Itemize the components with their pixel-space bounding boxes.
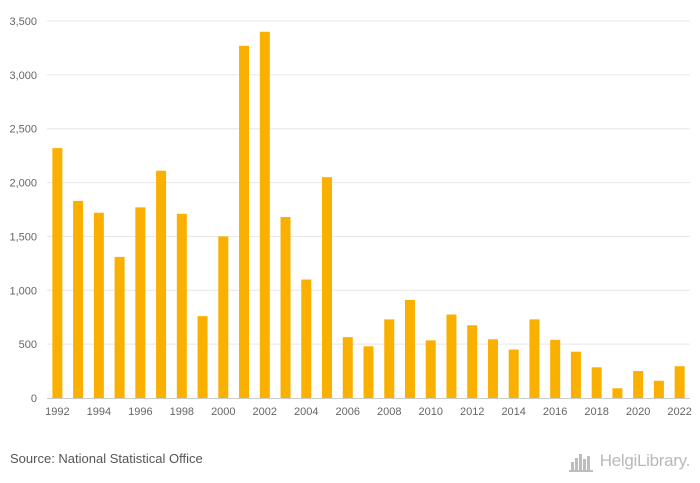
bar-2021[interactable] [653, 380, 664, 398]
bar-2010[interactable] [425, 340, 436, 398]
bar-2020[interactable] [633, 371, 644, 398]
x-tick-label: 2010 [418, 406, 442, 418]
bar-1999[interactable] [197, 316, 208, 398]
bar-2019[interactable] [612, 388, 623, 398]
brand-mark[interactable]: HelgiLibrary. [568, 448, 691, 474]
x-tick-label: 1992 [45, 406, 69, 418]
y-tick-label: 3,500 [9, 16, 37, 28]
bar-2003[interactable] [280, 217, 291, 398]
x-tick-label: 2020 [626, 406, 650, 418]
y-tick-label: 500 [19, 339, 37, 351]
bar-2014[interactable] [508, 349, 519, 398]
y-tick-label: 1,000 [9, 285, 37, 297]
x-tick-label: 2012 [460, 406, 484, 418]
bar-2006[interactable] [342, 337, 353, 398]
x-tick-label: 2002 [253, 406, 277, 418]
x-tick-label: 2004 [294, 406, 318, 418]
bar-1993[interactable] [73, 200, 84, 398]
x-tick-label: 2006 [336, 406, 360, 418]
bar-2007[interactable] [363, 346, 374, 398]
bar-1998[interactable] [176, 213, 187, 398]
x-tick-label: 2008 [377, 406, 401, 418]
bar-2004[interactable] [301, 279, 312, 398]
x-tick-label: 2022 [667, 406, 691, 418]
bar-1996[interactable] [135, 207, 146, 398]
bar-2017[interactable] [570, 351, 581, 398]
bar-2000[interactable] [218, 236, 229, 398]
bar-2002[interactable] [259, 31, 270, 399]
bar-2009[interactable] [404, 299, 415, 398]
gridlines [47, 20, 690, 345]
y-axis-tick-labels: 0 500 1,000 1,500 2,000 2,500 3,000 3,500 [9, 16, 37, 405]
y-tick-label: 2,000 [9, 178, 37, 190]
bar-1995[interactable] [114, 256, 125, 398]
chart-footer: Source: National Statistical Office Helg… [0, 440, 700, 483]
bar-2008[interactable] [384, 319, 395, 398]
y-tick-label: 3,000 [9, 70, 37, 82]
x-tick-label: 1998 [170, 406, 194, 418]
bar-1994[interactable] [93, 212, 104, 398]
bar-2018[interactable] [591, 367, 602, 398]
bar-series [52, 31, 685, 399]
bar-2015[interactable] [529, 319, 540, 398]
bar-2011[interactable] [446, 314, 457, 398]
source-note: Source: National Statistical Office [10, 451, 203, 466]
bar-1997[interactable] [156, 170, 167, 398]
x-tick-label: 2018 [584, 406, 608, 418]
bar-2005[interactable] [322, 177, 333, 398]
x-tick-label: 1996 [128, 406, 152, 418]
y-tick-label: 0 [31, 393, 37, 405]
bar-1992[interactable] [52, 148, 63, 398]
bar-2012[interactable] [467, 325, 478, 398]
bar-2022[interactable] [674, 366, 685, 398]
bar-2016[interactable] [550, 339, 561, 398]
y-tick-label: 1,500 [9, 231, 37, 243]
helgilibrary-logo-icon [568, 454, 593, 472]
x-tick-label: 1994 [87, 406, 111, 418]
x-axis-tick-labels: 1992 1994 1996 1998 2000 2002 2004 2006 2008 2010… [45, 406, 692, 418]
bar-2013[interactable] [487, 339, 498, 398]
brand-name: HelgiLibrary. [599, 451, 691, 470]
x-tick-label: 2016 [543, 406, 567, 418]
x-tick-label: 2014 [501, 406, 525, 418]
bar-2001[interactable] [239, 45, 250, 398]
y-tick-label: 2,500 [9, 124, 37, 136]
x-tick-label: 2000 [211, 406, 235, 418]
